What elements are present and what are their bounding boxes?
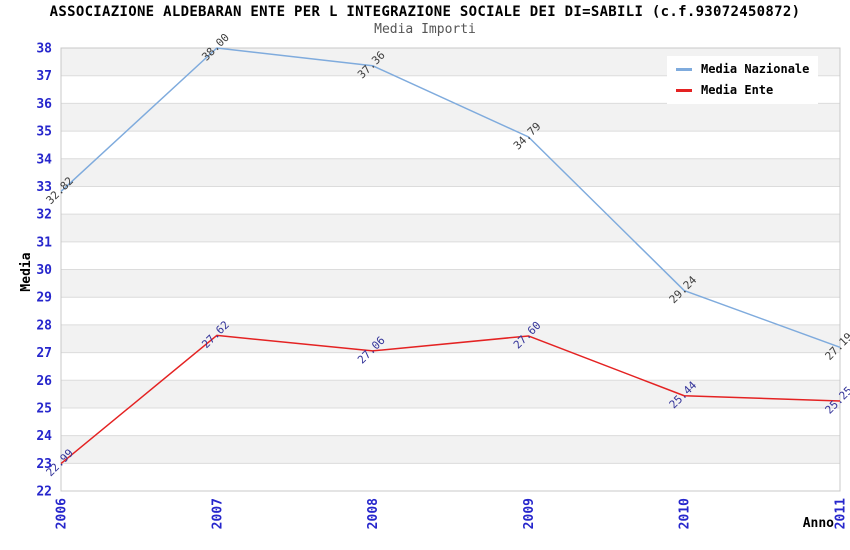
x-tick-label: 2006 (55, 498, 70, 529)
y-axis-title: Media (19, 252, 34, 291)
plot-band (61, 269, 840, 298)
x-tick-label: 2011 (834, 498, 849, 529)
x-tick-label: 2007 (210, 498, 225, 529)
y-tick-label: 33 (36, 180, 52, 195)
y-tick-label: 35 (36, 125, 52, 140)
plot-band (61, 241, 840, 270)
chart-subtitle: Media Importi (374, 22, 476, 37)
plot-band (61, 131, 840, 159)
y-tick-label: 23 (36, 457, 52, 472)
x-tick-label: 2008 (366, 498, 381, 529)
series-line-media-nazionale (60, 47, 841, 349)
x-axis-title: Anno (803, 516, 834, 531)
plot-band (61, 214, 840, 242)
y-tick-label: 29 (36, 291, 52, 306)
chart-title: ASSOCIAZIONE ALDEBARAN ENTE PER L INTEGR… (49, 4, 801, 20)
y-tick-label: 26 (36, 374, 52, 389)
media-ente-line-swatch (676, 88, 692, 92)
plot-band (61, 158, 840, 187)
y-tick-label: 28 (36, 318, 52, 333)
plot-band (61, 463, 840, 491)
plot-band (61, 103, 840, 132)
legend-label-media-nazionale: Media Nazionale (701, 62, 810, 76)
plot-band (61, 324, 840, 353)
legend-label-media-ente: Media Ente (701, 83, 774, 97)
y-tick-label: 34 (36, 152, 52, 167)
plot-band (61, 186, 840, 215)
media-nazionale-line-swatch (676, 67, 692, 71)
plot-band (61, 297, 840, 325)
x-tick-label: 2010 (678, 498, 693, 529)
series-line-media-ente (60, 334, 841, 465)
y-tick-label: 24 (36, 429, 52, 444)
legend: Media Nazionale Media Ente (667, 56, 819, 104)
plot-band (61, 407, 840, 436)
y-tick-label: 32 (36, 208, 52, 223)
plot-band (61, 380, 840, 408)
plot-band (61, 435, 840, 464)
y-tick-label: 37 (36, 69, 52, 84)
legend-item-media-ente: Media Ente (676, 83, 809, 97)
y-tick-label: 30 (36, 263, 52, 278)
plot-area: 32.8238.0037.3634.7929.2427.1922.9927.62… (36, 31, 850, 529)
y-tick-label: 38 (36, 42, 52, 57)
y-tick-label: 22 (36, 485, 52, 500)
y-tick-label: 36 (36, 97, 52, 112)
plot-band (61, 352, 840, 381)
y-tick-label: 31 (36, 235, 52, 250)
x-tick-label: 2009 (522, 498, 537, 529)
legend-item-media-nazionale: Media Nazionale (676, 62, 809, 76)
y-tick-label: 25 (36, 401, 52, 416)
y-tick-label: 27 (36, 346, 52, 361)
plot-border (60, 47, 841, 492)
